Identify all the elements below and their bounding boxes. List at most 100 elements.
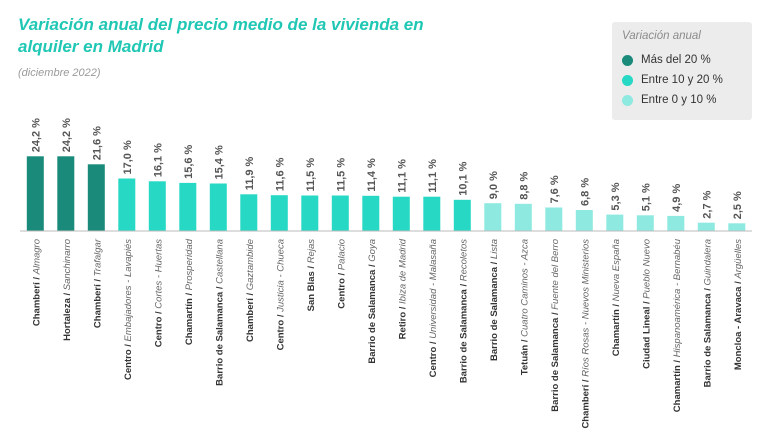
category-district: Chamartín / [611, 301, 622, 356]
category-neighborhood: Sanchinarro [62, 239, 73, 290]
bar [636, 215, 654, 231]
category-neighborhood: Universidad - Malasaña [428, 239, 439, 339]
category-label: Ciudad Lineal / Pueblo Nuevo [641, 239, 652, 369]
bar [87, 164, 105, 231]
bar-value-label: 10,1 % [457, 161, 469, 195]
legend-item-mid: Entre 10 y 20 % [622, 70, 742, 90]
bar-value-label: 11,9 % [244, 156, 256, 190]
bar-value-label: 6,8 % [579, 178, 591, 206]
category-district: Barrio de Salamanca / [367, 262, 378, 364]
category-neighborhood: Trafalgar [92, 238, 103, 276]
category-label: Barrio de Salamanca / Fuente del Berro [550, 239, 561, 412]
category-neighborhood: Ríos Rosas - Nuevos Ministerios [580, 239, 591, 377]
legend-label-low: Entre 0 y 10 % [641, 94, 717, 106]
bar [514, 203, 532, 231]
legend-item-low: Entre 0 y 10 % [622, 90, 742, 110]
category-district: Chamberí / [92, 276, 103, 328]
category-label: Chamartín / Prosperidad [184, 238, 195, 345]
bar [728, 223, 746, 231]
bar [575, 210, 593, 231]
category-district: Ciudad Lineal / [641, 299, 652, 369]
category-neighborhood: Nueva España [611, 239, 622, 301]
bar-value-label: 5,1 % [640, 183, 652, 211]
category-neighborhood: Pueblo Nuevo [641, 239, 652, 299]
bar-group: 15,6 % Chamartín / Prosperidad [179, 144, 197, 345]
category-district: Centro / [153, 309, 164, 348]
bar-group: 2,5 % Moncloa - Aravaca / Argüelles [728, 191, 746, 370]
category-neighborhood: Hispanoamérica - Bernabéu [672, 238, 683, 357]
legend-label-mid: Entre 10 y 20 % [641, 74, 723, 86]
category-district: Barrio de Salamanca / [214, 284, 225, 386]
category-label: Chamartín / Nueva España [611, 239, 622, 356]
category-neighborhood: Cortes - Huertas [153, 239, 164, 309]
bar [26, 156, 44, 231]
bar-group: 4,9 % Chamartín / Hispanoamérica - Bernab… [667, 184, 685, 412]
bar-group: 11,5 % San Blas / Rejas [301, 158, 319, 312]
category-label: Hortaleza / Sanchinarro [62, 239, 73, 341]
legend-label-high: Más del 20 % [641, 54, 711, 66]
bar-group: 24,2 % Hortaleza / Sanchinarro [57, 118, 75, 341]
category-neighborhood: Castellana [214, 239, 225, 284]
bar [209, 183, 227, 231]
bar [118, 178, 136, 231]
category-neighborhood: Recoletos [458, 239, 469, 281]
category-label: Barrio de Salamanca / Recoletos [458, 239, 469, 383]
bar-group: 17,0 % Centro / Embajadores - Lavapiés [118, 140, 136, 380]
category-label: Barrio de Salamanca / Lista [489, 239, 500, 361]
bar [606, 214, 624, 231]
category-district: Chamartín / [672, 357, 683, 412]
category-district: San Blas / [306, 263, 317, 311]
category-neighborhood: Fuente del Berro [550, 239, 561, 310]
category-district: Barrio de Salamanca / [489, 259, 500, 361]
category-neighborhood: Palacio [336, 239, 347, 270]
bar-group: 11,1 % Retiro / Ibiza de Madrid [392, 159, 410, 339]
bar-group: 21,6 % Chamberí / Trafalgar [87, 126, 105, 328]
bar [484, 203, 502, 231]
bar [148, 181, 166, 231]
category-neighborhood: Gaztambide [245, 239, 256, 290]
legend-dot-high [622, 54, 633, 66]
category-label: Centro / Cortes - Huertas [153, 239, 164, 347]
category-district: Chamberí / [245, 290, 256, 342]
bar [392, 196, 410, 231]
bar-value-label: 11,6 % [274, 157, 286, 191]
bar-group: 11,5 % Centro / Palacio [331, 158, 349, 309]
bar-value-label: 15,6 % [183, 144, 195, 178]
bar-value-label: 9,0 % [488, 171, 500, 199]
bar-value-label: 4,9 % [671, 184, 683, 212]
category-label: San Blas / Rejas [306, 239, 317, 312]
bar-group: 11,9 % Chamberí / Gaztambide [240, 156, 258, 342]
bar [179, 182, 197, 231]
category-label: Chamberí / Almagro [31, 239, 42, 326]
bar-value-label: 7,6 % [549, 175, 561, 203]
bar-value-label: 21,6 % [91, 126, 103, 160]
category-label: Retiro / Ibiza de Madrid [397, 238, 408, 339]
bar [697, 222, 715, 231]
bar [667, 215, 685, 231]
bar [57, 156, 75, 231]
bar-value-label: 24,2 % [30, 118, 42, 152]
category-neighborhood: Ibiza de Madrid [397, 238, 408, 304]
chart-subtitle: (diciembre 2022) [18, 67, 101, 79]
category-neighborhood: Almagro [31, 239, 42, 275]
category-neighborhood: Lista [489, 239, 500, 259]
category-neighborhood: Cuatro Caminos - Azca [519, 239, 530, 337]
category-district: Moncloa - Aravaca / [733, 279, 744, 371]
category-label: Barrio de Salamanca / Castellana [214, 239, 225, 386]
bar-group: 11,1 % Centro / Universidad - Malasaña [423, 159, 441, 377]
legend: Variación anual Más del 20 % Entre 10 y … [612, 22, 752, 120]
category-label: Tetuán / Cuatro Caminos - Azca [519, 239, 530, 375]
bar-value-label: 5,3 % [610, 182, 622, 210]
category-label: Chamberí / Trafalgar [92, 238, 103, 328]
bar [301, 195, 319, 231]
bar-value-label: 11,1 % [396, 159, 408, 193]
category-neighborhood: Goya [367, 239, 378, 262]
bar-group: 8,8 % Tetuán / Cuatro Caminos - Azca [514, 171, 532, 375]
category-label: Centro / Embajadores - Lavapiés [123, 239, 134, 380]
category-label: Moncloa - Aravaca / Argüelles [733, 239, 744, 370]
bar [240, 194, 258, 231]
legend-dot-low [622, 94, 633, 106]
category-label: Centro / Universidad - Malasaña [428, 239, 439, 377]
bar-group: 9,0 % Barrio de Salamanca / Lista [484, 171, 502, 361]
